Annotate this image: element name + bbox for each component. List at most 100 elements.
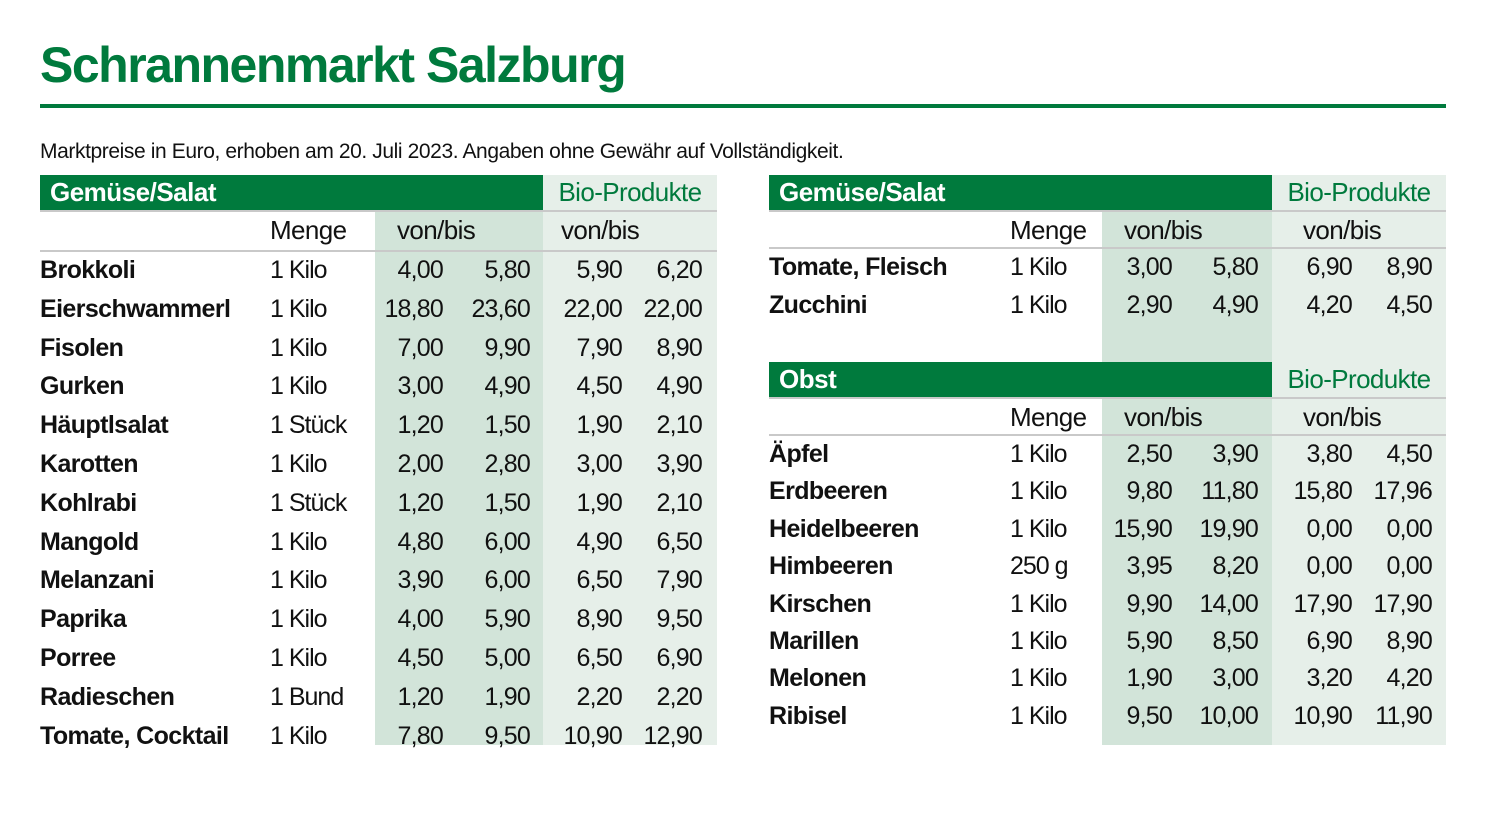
price-to: 6,00 — [484, 527, 531, 556]
price-to: 9,50 — [484, 721, 531, 750]
bio-price-to: 4,50 — [1386, 290, 1433, 319]
product-quantity: 1 Kilo — [1010, 589, 1068, 618]
product-quantity: 1 Kilo — [270, 721, 328, 750]
bio-price-from: 8,90 — [576, 605, 623, 634]
product-name: Fisolen — [40, 333, 124, 362]
price-from: 4,00 — [397, 605, 444, 634]
bio-header: Bio-Produkte — [1287, 364, 1431, 394]
product-quantity: 1 Kilo — [270, 450, 328, 478]
price-to: 9,90 — [484, 333, 531, 362]
price-to: 4,90 — [1212, 290, 1259, 319]
product-name: Mangold — [40, 527, 139, 556]
product-quantity: 1 Kilo — [270, 566, 328, 595]
product-name: Kohlrabi — [40, 488, 137, 517]
product-name: Radieschen — [40, 682, 175, 711]
product-name: Porree — [40, 644, 116, 672]
price-from: 9,90 — [1126, 589, 1173, 618]
product-quantity: 1 Kilo — [270, 294, 328, 323]
bio-price-from: 1,90 — [576, 411, 623, 440]
price-to: 3,00 — [1212, 664, 1259, 693]
price-from: 18,80 — [384, 294, 443, 323]
price-to: 14,00 — [1199, 589, 1258, 618]
product-quantity: 1 Kilo — [1010, 440, 1068, 468]
price-from: 3,00 — [397, 372, 444, 401]
price-from: 3,00 — [1126, 253, 1173, 281]
bio-price-from: 7,90 — [576, 333, 623, 362]
product-quantity: 1 Bund — [270, 682, 344, 711]
bio-price-to: 3,90 — [656, 450, 703, 478]
product-name: Himbeeren — [769, 552, 893, 581]
col-price-header: von/bis — [1124, 215, 1203, 245]
price-column-bg — [375, 210, 543, 745]
product-name: Heidelbeeren — [769, 514, 919, 543]
price-from: 1,90 — [1126, 664, 1173, 693]
price-to: 10,00 — [1199, 701, 1258, 730]
product-quantity: 1 Kilo — [1010, 664, 1068, 693]
title-divider — [40, 104, 1446, 108]
col-price-header: von/bis — [397, 215, 476, 245]
price-from: 9,80 — [1126, 477, 1173, 506]
product-quantity: 1 Stück — [270, 488, 347, 517]
product-name: Zucchini — [769, 290, 868, 319]
product-name: Paprika — [40, 605, 127, 634]
bio-price-to: 9,50 — [656, 605, 703, 634]
bio-price-to: 8,90 — [1386, 627, 1433, 655]
price-column-bg — [1102, 210, 1272, 745]
product-quantity: 1 Kilo — [270, 372, 328, 401]
header-divider — [40, 210, 717, 212]
price-to: 2,80 — [484, 450, 531, 478]
bio-price-to: 7,90 — [656, 566, 703, 595]
product-quantity: 1 Kilo — [270, 644, 328, 672]
bio-price-from: 5,90 — [576, 256, 623, 284]
col-price-header: von/bis — [1124, 402, 1203, 432]
bio-price-from: 2,20 — [576, 682, 623, 711]
price-from: 4,50 — [397, 644, 444, 672]
product-quantity: 1 Kilo — [1010, 477, 1068, 506]
price-from: 2,90 — [1126, 290, 1173, 319]
bio-price-from: 3,20 — [1306, 664, 1353, 693]
bio-price-to: 8,90 — [656, 333, 703, 362]
section-header: Gemüse/Salat — [769, 175, 1272, 210]
bio-price-to: 8,90 — [1386, 253, 1433, 281]
price-to: 1,90 — [484, 682, 531, 711]
price-to: 5,00 — [484, 644, 531, 672]
bio-price-to: 2,10 — [656, 488, 703, 517]
bio-header: Bio-Produkte — [558, 177, 702, 207]
price-from: 7,80 — [397, 721, 444, 750]
product-name: Melonen — [769, 664, 867, 693]
col-bio-header: von/bis — [561, 215, 640, 245]
bio-price-from: 6,90 — [1306, 627, 1353, 655]
col-menge-header: Menge — [1010, 215, 1087, 245]
col-menge-header: Menge — [1010, 402, 1087, 432]
price-from: 3,90 — [397, 566, 444, 595]
bio-price-to: 2,10 — [656, 411, 703, 440]
price-from: 3,95 — [1126, 552, 1173, 581]
price-to: 6,00 — [484, 566, 531, 595]
price-to: 1,50 — [484, 411, 531, 440]
product-name: Eierschwammerl — [40, 294, 231, 323]
bio-column-bg — [543, 175, 717, 745]
bio-price-from: 4,90 — [576, 527, 623, 556]
price-from: 1,20 — [397, 411, 444, 440]
price-from: 15,90 — [1113, 514, 1172, 543]
price-from: 5,90 — [1126, 627, 1173, 655]
price-to: 8,20 — [1212, 552, 1259, 581]
header-divider — [769, 397, 1446, 399]
product-quantity: 1 Kilo — [1010, 290, 1068, 319]
price-to: 4,90 — [484, 372, 531, 401]
section-header: Gemüse/Salat — [40, 175, 543, 210]
price-to: 23,60 — [471, 294, 530, 323]
price-from: 9,50 — [1126, 701, 1173, 730]
col-bio-header: von/bis — [1303, 215, 1382, 245]
product-quantity: 1 Kilo — [1010, 701, 1068, 730]
bio-price-from: 1,90 — [576, 488, 623, 517]
bio-price-to: 2,20 — [656, 682, 703, 711]
product-name: Tomate, Fleisch — [769, 253, 948, 281]
price-to: 5,80 — [484, 256, 531, 284]
product-quantity: 250 g — [1010, 552, 1069, 581]
bio-price-from: 4,20 — [1306, 290, 1353, 319]
bio-price-from: 0,00 — [1306, 514, 1353, 543]
price-to: 5,90 — [484, 605, 531, 634]
col-menge-header: Menge — [270, 215, 347, 245]
price-from: 7,00 — [397, 333, 444, 362]
